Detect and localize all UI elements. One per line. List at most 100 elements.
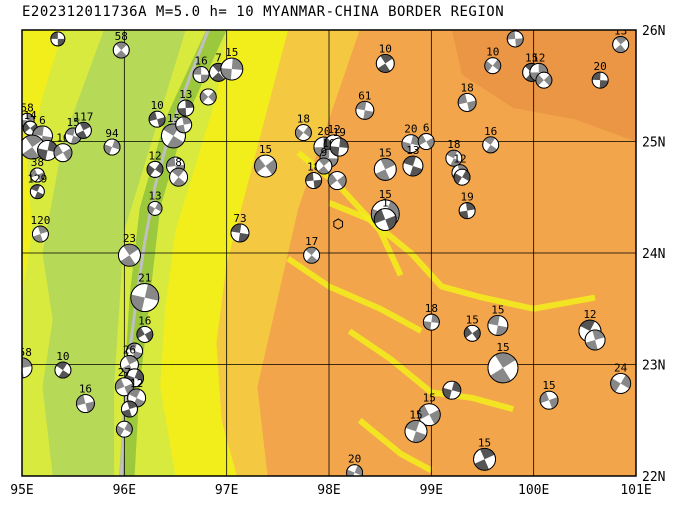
beachball-37	[115, 420, 133, 438]
beachball-outline	[329, 137, 349, 157]
beachball-0	[50, 31, 66, 47]
depth-label: 12	[327, 123, 340, 136]
beachball-62: 16	[482, 125, 500, 154]
beachball-compression	[120, 255, 136, 267]
beachball-77: 15	[404, 408, 428, 443]
beachball-47: 9	[315, 146, 333, 175]
beachball-compression	[147, 164, 156, 176]
beachball-41: 18	[294, 113, 312, 142]
lon-label: 99E	[420, 483, 443, 498]
depth-label: 26	[123, 344, 136, 357]
depth-label: 15	[409, 408, 422, 421]
beachball-compression	[305, 247, 317, 256]
beachball-14: 13	[147, 189, 163, 216]
mechanism-layer: 5858146161511794381291201310151128131671…	[20, 30, 632, 476]
depth-label: 15	[379, 146, 392, 159]
beachball-outline	[442, 380, 462, 400]
beachball-compression	[231, 58, 243, 70]
depth-label: 20	[348, 453, 361, 466]
beachball-outline	[375, 54, 395, 73]
beachball-compression	[446, 150, 458, 159]
beachball-compression	[380, 158, 396, 170]
beachball-outline	[315, 157, 333, 175]
beachball-compression	[459, 210, 469, 219]
depth-label: 10	[56, 350, 69, 363]
beachball-compression	[495, 325, 508, 336]
beachball-compression	[200, 91, 209, 103]
depth-label: 19	[461, 191, 474, 204]
beachball-compression	[208, 91, 217, 103]
beachball-compression	[238, 232, 249, 242]
lat-label: 24N	[642, 247, 665, 262]
beachball-compression	[115, 50, 127, 59]
beachball-outline	[484, 57, 502, 75]
beachball-outline	[146, 160, 164, 178]
beachball-1: 58	[112, 30, 130, 59]
depth-label: 129	[27, 173, 47, 186]
depth-label: 19	[333, 126, 346, 139]
depth-label: 20	[594, 60, 607, 73]
beachball-18: 12	[146, 149, 164, 178]
beachball-53: 6	[417, 122, 435, 150]
beachball-65: 12	[506, 30, 524, 48]
beachball-outline	[610, 373, 632, 394]
depth-label: 6	[423, 122, 430, 135]
beachball-compression	[410, 134, 420, 146]
beachball-compression	[615, 36, 627, 45]
depth-label: 15	[379, 188, 392, 201]
beachball-83: 24	[610, 361, 632, 394]
beachball-outline	[53, 143, 73, 163]
depth-label: 58	[20, 101, 33, 114]
beachball-27: 73	[230, 212, 250, 243]
beachball-compression	[125, 355, 138, 365]
beachball-compression	[295, 127, 304, 139]
beachball-68	[535, 71, 553, 89]
beachball-compression	[211, 72, 225, 82]
beachball-63: 19	[458, 191, 476, 220]
depth-label: 15	[478, 436, 491, 449]
beachball-compression	[193, 66, 202, 75]
beachball-outline	[463, 324, 481, 342]
beachball-compression	[467, 100, 477, 112]
depth-label: 10	[150, 99, 163, 112]
beachball-60	[453, 168, 471, 186]
depth-label: 18	[425, 302, 438, 315]
depth-label: 16	[194, 55, 207, 68]
depth-label: 20	[317, 125, 330, 138]
beachball-compression	[254, 157, 266, 173]
beachball-36	[120, 400, 138, 418]
depth-label: 14	[24, 109, 38, 122]
depth-label: 38	[31, 156, 44, 169]
beachball-compression	[620, 374, 631, 389]
beachball-compression	[22, 147, 40, 160]
beachball-compression	[220, 68, 232, 80]
beachball-50: 61	[355, 89, 375, 120]
beachball-49	[327, 171, 347, 190]
beachball-compression	[76, 130, 88, 139]
beachball-compression	[172, 177, 186, 187]
beachball-compression	[377, 63, 391, 73]
beachball-13: 120	[30, 214, 50, 243]
beachball-outline	[294, 124, 312, 142]
beachball-82	[584, 329, 606, 351]
beachball-outline	[22, 357, 33, 379]
beachball-compression	[303, 126, 312, 138]
beachball-compression	[346, 469, 355, 476]
beachball-compression	[324, 137, 335, 152]
beachball-outline	[487, 352, 519, 384]
beachball-compression	[375, 169, 390, 181]
beachball-compression	[144, 330, 153, 342]
beachball-outline	[482, 136, 500, 154]
beachball-compression	[337, 175, 347, 188]
beachball-72: 15	[463, 313, 481, 342]
beachball-compression	[79, 122, 91, 131]
beachball-compression	[318, 158, 330, 167]
beachball-compression	[401, 141, 411, 153]
lat-label: 22N	[642, 470, 665, 485]
beachball-compression	[182, 116, 192, 125]
beachball-outline	[192, 66, 210, 84]
beachball-outline	[230, 223, 250, 243]
beachball-outline	[161, 123, 186, 149]
depth-label: 21	[138, 272, 151, 285]
